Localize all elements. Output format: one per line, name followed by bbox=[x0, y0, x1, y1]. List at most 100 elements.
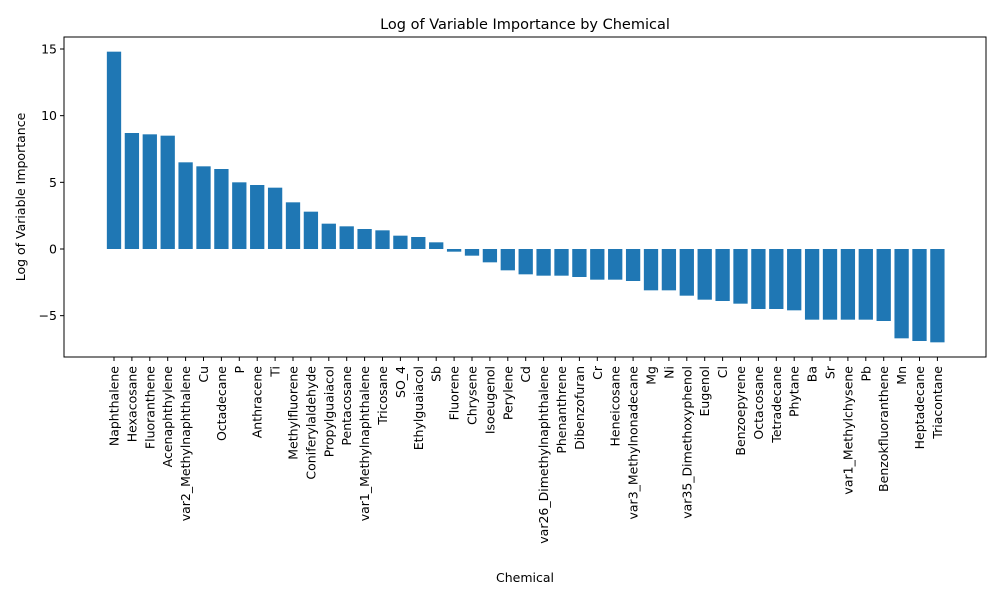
x-tick-label: Benzoepyrene bbox=[733, 366, 748, 456]
bar-Hexacosane bbox=[124, 133, 140, 249]
bar-Benzokfluoranthene bbox=[876, 249, 891, 321]
bar-Naphthalene bbox=[106, 51, 122, 249]
x-tick-label: Pb bbox=[858, 366, 873, 382]
x-tick-label: Anthracene bbox=[250, 366, 265, 439]
x-tick-label: Mg bbox=[644, 366, 659, 385]
x-tick-label: Ni bbox=[661, 366, 676, 379]
y-tick-label: −5 bbox=[39, 308, 57, 323]
bar-Eugenol bbox=[697, 249, 712, 300]
x-tick-label: var35_Dimethoxyphenol bbox=[679, 366, 694, 519]
bar-Heptadecane bbox=[912, 249, 927, 341]
x-tick-label: Benzokfluoranthene bbox=[876, 366, 891, 492]
bar-Benzoepyrene bbox=[733, 249, 748, 304]
x-tick-label: Triacontane bbox=[930, 366, 945, 440]
bar-Cd bbox=[518, 249, 533, 275]
x-tick-label: Mn bbox=[894, 366, 909, 385]
bar-Perylene bbox=[500, 249, 515, 271]
x-tick-label: Eugenol bbox=[697, 366, 712, 417]
x-tick-label: Perylene bbox=[500, 366, 515, 420]
x-tick-label: Chrysene bbox=[465, 366, 480, 425]
x-tick-label: var1_Methylchysene bbox=[840, 366, 855, 495]
bar-Heneicosane bbox=[608, 249, 623, 280]
bar-Fluorene bbox=[446, 249, 462, 252]
bar-Pb bbox=[858, 249, 873, 320]
bar-SO_4 bbox=[393, 235, 408, 249]
x-tick-label: Ti bbox=[268, 366, 283, 378]
bar-Dibenzofuran bbox=[572, 249, 587, 277]
x-tick-label: Coniferylaldehyde bbox=[303, 366, 318, 480]
x-tick-label: Pentacosane bbox=[339, 366, 354, 446]
x-tick-label: Hexacosane bbox=[124, 366, 139, 443]
x-tick-label: var1_Methylnaphthalene bbox=[357, 366, 372, 522]
bar-var1_Methylnaphthalene bbox=[357, 229, 372, 249]
bar-Phytane bbox=[787, 249, 802, 311]
bar-Propylguaiacol bbox=[321, 223, 336, 249]
x-tick-label: Ethylguaiacol bbox=[411, 366, 426, 450]
bar-Coniferylaldehyde bbox=[303, 211, 319, 249]
bar-Chrysene bbox=[464, 249, 480, 256]
plot-frame bbox=[63, 36, 987, 358]
x-tick-label: var2_Methylnaphthalene bbox=[178, 366, 193, 522]
bar-Isoeugenol bbox=[482, 249, 498, 263]
bar-Cr bbox=[590, 249, 605, 280]
x-tick-label: Heneicosane bbox=[608, 366, 623, 447]
y-tick-label: 5 bbox=[49, 175, 57, 190]
x-tick-label: Ba bbox=[805, 366, 820, 382]
x-tick-label: SO_4 bbox=[393, 366, 408, 398]
x-tick-label: Phytane bbox=[787, 366, 802, 417]
x-tick-label: Isoeugenol bbox=[482, 366, 497, 434]
x-tick-label: Phenanthrene bbox=[554, 366, 569, 454]
bar-Tricosane bbox=[375, 230, 390, 249]
bar-Cl bbox=[715, 249, 730, 301]
bar-Sr bbox=[822, 249, 838, 320]
bar-Tetradecane bbox=[769, 249, 784, 309]
x-tick-label: Methylfluorene bbox=[286, 366, 301, 460]
bar-Ba bbox=[804, 249, 820, 320]
x-tick-label: Cr bbox=[590, 365, 605, 380]
x-tick-label: Octacosane bbox=[751, 366, 766, 440]
x-tick-label: Fluorene bbox=[447, 366, 462, 421]
x-tick-label: P bbox=[232, 366, 247, 374]
x-tick-label: Sb bbox=[429, 366, 444, 382]
x-axis-label: Chemical bbox=[496, 570, 554, 585]
bar-var1_Methylchysene bbox=[840, 249, 856, 320]
x-tick-label: var26_Dimethylnaphthalene bbox=[536, 366, 551, 544]
x-tick-label: Dibenzofuran bbox=[572, 366, 587, 450]
bar-var2_Methylnaphthalene bbox=[178, 162, 193, 249]
x-tick-label: Octadecane bbox=[214, 366, 229, 441]
x-tick-label: Sr bbox=[823, 365, 838, 379]
x-tick-label: Cl bbox=[715, 366, 730, 378]
x-tick-label: Tricosane bbox=[375, 366, 390, 426]
bar-Mg bbox=[643, 249, 659, 291]
bar-Acenaphthylene bbox=[160, 135, 175, 249]
x-axis: Naphthalene Hexacosane Fluoranthene Acenaph… bbox=[107, 357, 945, 544]
bar-var26_Dimethylnaphthalene bbox=[536, 249, 551, 276]
y-tick-label: 15 bbox=[41, 42, 57, 57]
bar-var3_Methylnonadecane bbox=[625, 249, 641, 281]
bar-Phenanthrene bbox=[554, 249, 569, 276]
bar-Ni bbox=[661, 249, 677, 291]
bar-Ti bbox=[267, 187, 283, 249]
bar-Octacosane bbox=[751, 249, 766, 309]
y-tick-label: 0 bbox=[49, 242, 57, 257]
bar-Anthracene bbox=[250, 185, 265, 249]
y-tick-label: 10 bbox=[41, 108, 57, 123]
bar-Octadecane bbox=[214, 169, 229, 249]
bar-Fluoranthene bbox=[142, 134, 157, 249]
bar-Mn bbox=[894, 249, 909, 339]
bar-var35_Dimethoxyphenol bbox=[679, 249, 694, 296]
x-tick-label: Cd bbox=[518, 366, 533, 383]
x-tick-label: Acenaphthylene bbox=[160, 366, 175, 468]
bar-P bbox=[232, 182, 247, 249]
y-axis-label: Log of Variable Importance bbox=[13, 112, 28, 281]
bar-Sb bbox=[429, 242, 444, 249]
x-tick-label: var3_Methylnonadecane bbox=[626, 366, 641, 520]
bars-group bbox=[106, 51, 945, 343]
y-axis: −5 0 5 10 15 bbox=[39, 42, 64, 323]
bar-Pentacosane bbox=[339, 226, 354, 249]
x-tick-label: Naphthalene bbox=[107, 366, 122, 446]
x-tick-label: Fluoranthene bbox=[142, 366, 157, 449]
x-tick-label: Heptadecane bbox=[912, 366, 927, 450]
x-tick-label: Propylguaiacol bbox=[321, 366, 336, 457]
